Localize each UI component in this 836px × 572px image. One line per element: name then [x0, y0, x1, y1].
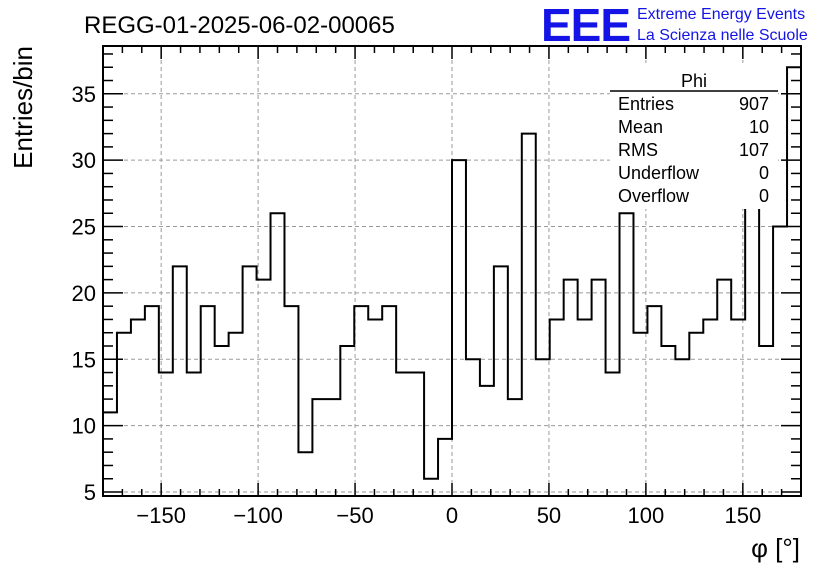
histogram-bin — [620, 213, 634, 496]
chart-title: REGG-01-2025-06-02-00065 — [84, 12, 395, 39]
histogram-bin — [717, 280, 731, 496]
x-tick-label: 0 — [446, 503, 458, 528]
histogram-bin — [494, 266, 508, 496]
stats-box-name: Phi — [681, 71, 707, 91]
histogram-bin — [773, 227, 787, 496]
stats-label-rms: RMS — [618, 140, 658, 160]
histogram-bin — [480, 386, 494, 496]
y-axis-title: Entries/bin — [8, 46, 38, 169]
histogram-bars — [103, 66, 801, 496]
x-tick-labels: −150 −100 −50 0 50 100 150 — [136, 503, 761, 528]
stats-value-overflow: 0 — [759, 186, 769, 206]
histogram-bin — [606, 373, 620, 496]
histogram-bin — [438, 439, 452, 496]
x-tick-label: −100 — [233, 503, 283, 528]
stats-label-mean: Mean — [618, 117, 663, 137]
stats-label-underflow: Underflow — [618, 163, 700, 183]
eee-logo: EEE Extreme Energy Events La Scienza nel… — [541, 0, 808, 51]
y-tick-label: 5 — [84, 480, 96, 505]
histogram-bin — [578, 319, 592, 496]
histogram-bin — [145, 306, 159, 496]
histogram-bin — [647, 306, 661, 496]
histogram-bin — [284, 306, 298, 496]
histogram-bin — [173, 266, 187, 496]
x-axis-title: φ [°] — [751, 533, 800, 563]
histogram-bin — [382, 306, 396, 496]
y-tick-label: 20 — [72, 281, 96, 306]
histogram-bin — [424, 479, 438, 496]
eee-logo-line1: Extreme Energy Events — [637, 6, 805, 23]
y-tick-labels: 5 10 15 20 25 30 35 — [72, 82, 96, 505]
histogram-bin — [522, 134, 536, 496]
histogram-bin — [452, 160, 466, 496]
histogram-bin — [689, 333, 703, 496]
stats-value-mean: 10 — [749, 117, 769, 137]
y-tick-label: 15 — [72, 347, 96, 372]
axis-ticks — [103, 46, 802, 496]
x-tick-label: 50 — [537, 503, 561, 528]
histogram-bin — [466, 359, 480, 496]
y-tick-label: 35 — [72, 82, 96, 107]
histogram-bin — [243, 266, 257, 496]
histogram-bin — [298, 452, 312, 496]
stats-label-overflow: Overflow — [618, 186, 690, 206]
stats-box: Phi Entries 907 Mean 10 RMS 107 Underflo… — [610, 63, 778, 209]
x-tick-label: −150 — [136, 503, 186, 528]
stats-value-rms: 107 — [739, 140, 769, 160]
histogram-bin — [675, 359, 689, 496]
histogram-bin — [564, 280, 578, 496]
histogram-bin — [508, 399, 522, 496]
x-tick-label: 100 — [628, 503, 665, 528]
histogram-bin — [396, 373, 410, 496]
histogram-bin — [368, 319, 382, 496]
histogram-bin — [312, 399, 326, 496]
stats-label-entries: Entries — [618, 94, 674, 114]
histogram-bin — [271, 213, 285, 496]
histogram-bin — [410, 373, 424, 496]
eee-logo-mark: EEE — [541, 0, 630, 51]
histogram-bin — [340, 346, 354, 496]
histogram-bin — [131, 319, 145, 496]
histogram-bin — [745, 173, 759, 496]
histogram-bin — [731, 319, 745, 496]
histogram-bin — [787, 67, 801, 496]
histogram-bin — [661, 346, 675, 496]
histogram-bin — [201, 306, 215, 496]
x-tick-label: 150 — [724, 503, 761, 528]
y-tick-label: 30 — [72, 148, 96, 173]
y-tick-label: 25 — [72, 215, 96, 240]
histogram-bin — [187, 373, 201, 496]
x-tick-label: −50 — [336, 503, 373, 528]
histogram-bin — [257, 280, 271, 496]
histogram-step-line — [103, 66, 801, 480]
histogram-bin — [536, 359, 550, 496]
stats-value-underflow: 0 — [759, 163, 769, 183]
histogram-bin — [759, 346, 773, 496]
histogram-bin — [354, 306, 368, 496]
histogram-bin — [159, 373, 173, 496]
histogram-bin — [703, 319, 717, 496]
histogram-bin — [229, 333, 243, 496]
stats-box-background — [610, 63, 778, 209]
histogram-bin — [550, 319, 564, 496]
histogram-bin — [215, 346, 229, 496]
histogram-bin — [592, 280, 606, 496]
y-tick-label: 10 — [72, 414, 96, 439]
histogram-bin — [117, 333, 131, 496]
histogram-bin — [326, 399, 340, 496]
stats-value-entries: 907 — [739, 94, 769, 114]
histogram-bin — [633, 333, 647, 496]
eee-logo-line2: La Scienza nelle Scuole — [637, 27, 808, 44]
